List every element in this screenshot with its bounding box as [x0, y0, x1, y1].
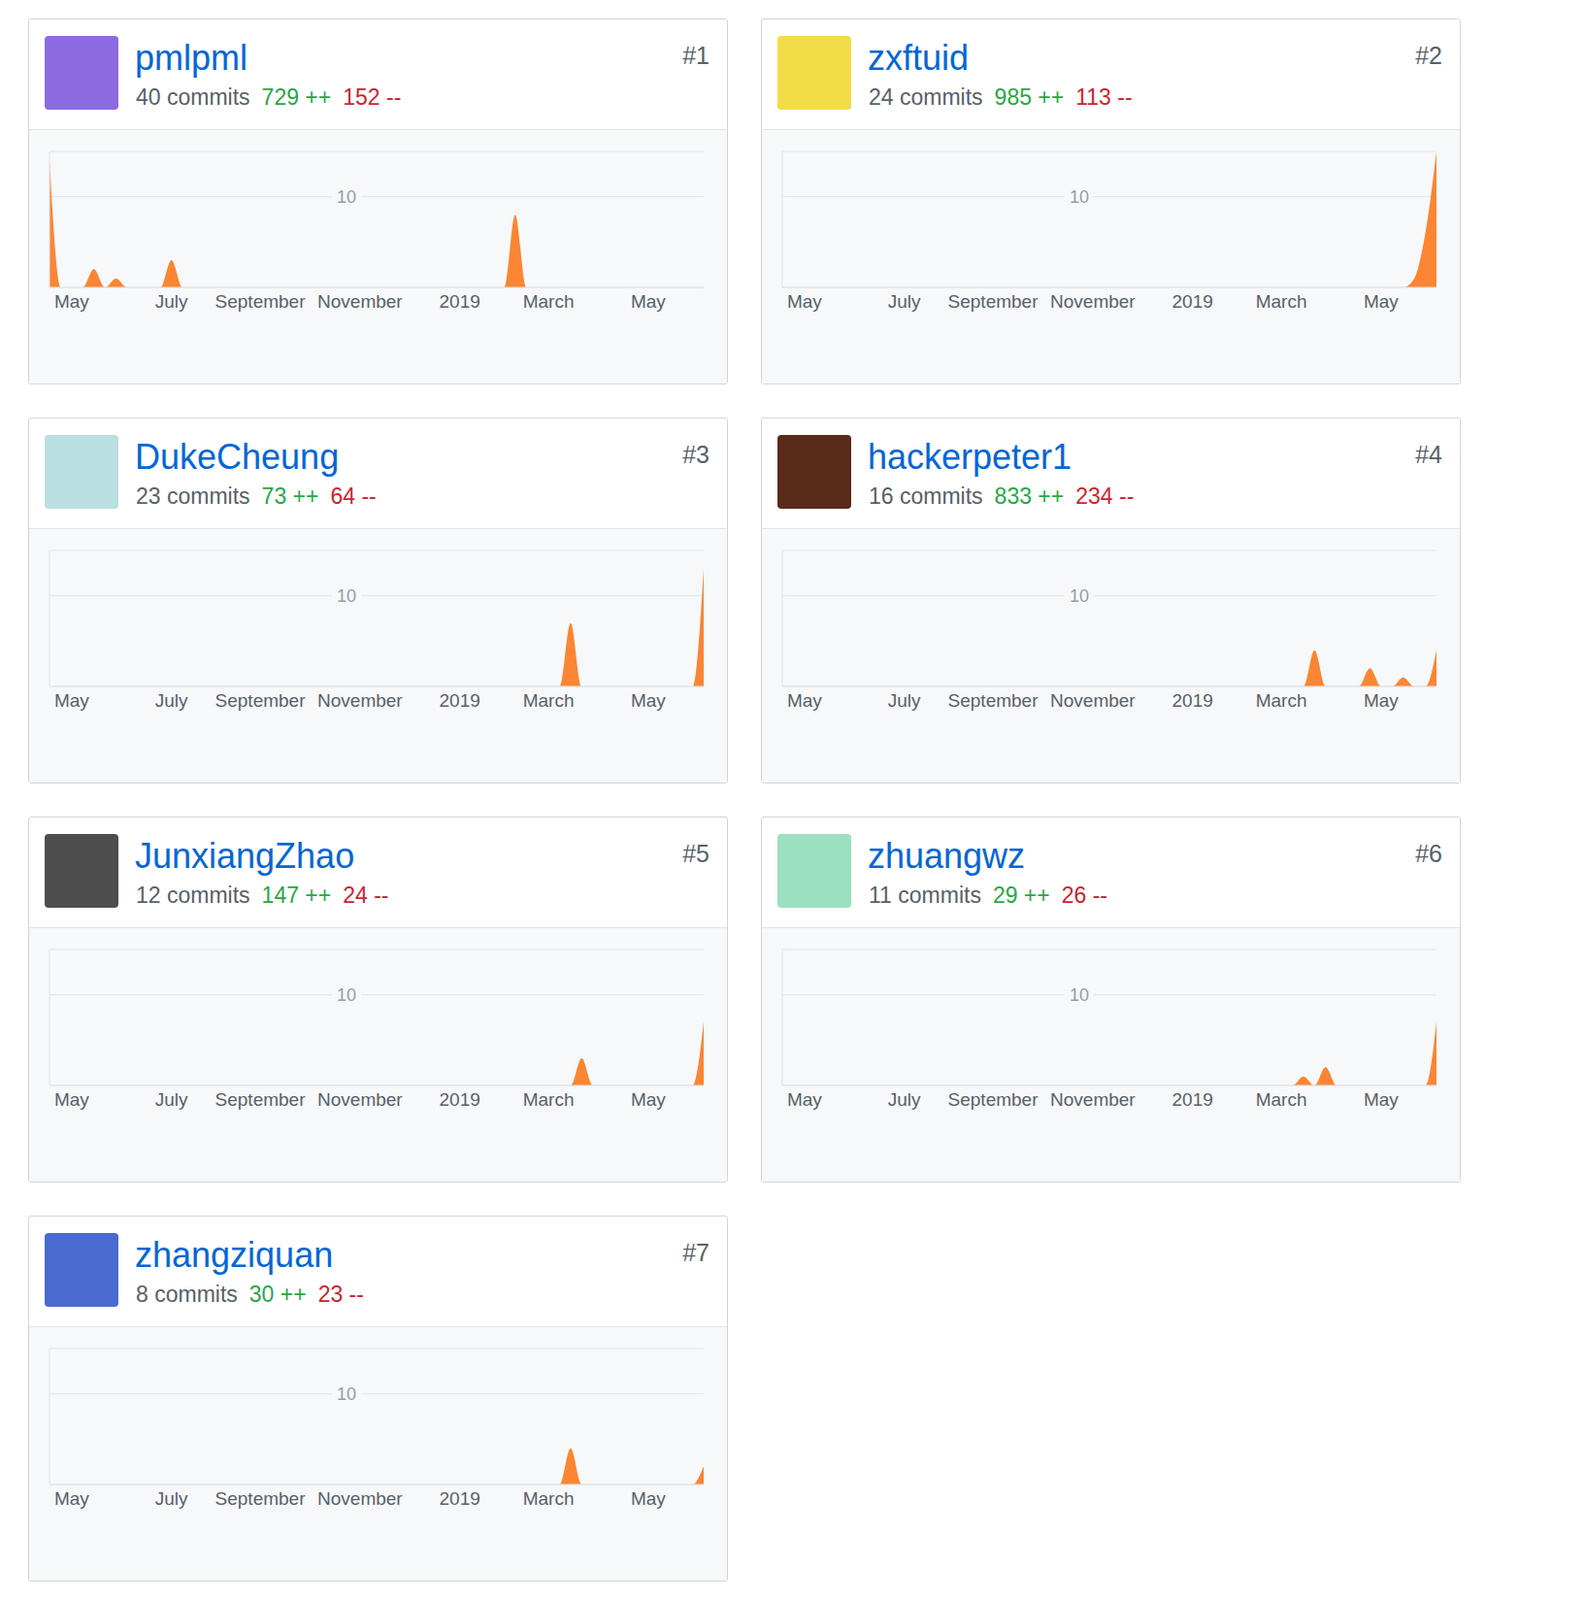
svg-text:November: November [317, 690, 403, 711]
html-text:833 ++: 833 ++ [994, 483, 1064, 509]
html-text:8 commits: 8 commits [135, 1281, 238, 1307]
svg-text:10: 10 [336, 187, 357, 207]
svg-text:March: March [1255, 690, 1308, 711]
svg-text:10: 10 [336, 985, 357, 1005]
svg-text:March: March [1255, 291, 1308, 312]
html-text:pmlpml: pmlpml [134, 37, 248, 78]
svg-text:September: September [215, 1487, 307, 1509]
svg-text:2019: 2019 [439, 1089, 481, 1110]
html-text:#4: #4 [1415, 440, 1443, 468]
svg-text:September: September [948, 1089, 1040, 1110]
html-text:113 --: 113 -- [1075, 84, 1133, 110]
svg-text:May: May [787, 1089, 823, 1110]
html-text:729 ++: 729 ++ [261, 84, 332, 110]
svg-text:May: May [54, 291, 90, 312]
svg-text:May: May [1363, 690, 1399, 711]
svg-text:May: May [1363, 291, 1399, 312]
svg-text:2019: 2019 [439, 690, 481, 711]
html-text:DukeCheung: DukeCheung [134, 436, 339, 477]
html-text:11 commits: 11 commits [868, 882, 982, 908]
svg-text:May: May [630, 690, 666, 711]
svg-text:May: May [787, 291, 823, 312]
svg-text:July: July [155, 291, 189, 312]
svg-text:September: September [215, 291, 307, 312]
svg-text:May: May [630, 1487, 666, 1509]
svg-text:March: March [1255, 1089, 1308, 1110]
svg-text:September: September [215, 690, 307, 711]
html-text:#5: #5 [682, 839, 710, 867]
html-text:zxftuid: zxftuid [867, 37, 969, 78]
svg-text:2019: 2019 [1172, 1089, 1214, 1110]
svg-text:May: May [54, 1487, 90, 1509]
html-text:12 commits: 12 commits [135, 882, 251, 908]
svg-text:November: November [1050, 690, 1136, 711]
svg-text:July: July [888, 690, 922, 711]
svg-text:2019: 2019 [439, 291, 481, 312]
html-text:23 commits: 23 commits [135, 483, 251, 509]
svg-text:2019: 2019 [1172, 690, 1214, 711]
html-text:26 --: 26 -- [1061, 882, 1108, 908]
html-text:#3: #3 [682, 440, 710, 468]
html-text:24 --: 24 -- [342, 882, 389, 908]
svg-text:2019: 2019 [439, 1487, 481, 1509]
svg-text:September: September [215, 1089, 307, 1110]
svg-text:May: May [1363, 1089, 1399, 1110]
svg-text:10: 10 [1069, 586, 1089, 606]
svg-text:November: November [317, 1487, 403, 1509]
svg-text:July: July [155, 1089, 189, 1110]
svg-text:November: November [317, 291, 403, 312]
html-text:29 ++: 29 ++ [992, 882, 1050, 908]
html-text:30 ++: 30 ++ [249, 1281, 307, 1307]
svg-text:May: May [54, 1089, 90, 1110]
svg-text:10: 10 [1069, 187, 1089, 207]
html-text:152 --: 152 -- [342, 84, 402, 110]
html-text:73 ++: 73 ++ [261, 483, 319, 509]
html-text:zhuangwz: zhuangwz [867, 835, 1026, 876]
html-text:JunxiangZhao: JunxiangZhao [134, 835, 355, 876]
html-text:40 commits: 40 commits [135, 84, 251, 110]
svg-text:2019: 2019 [1172, 291, 1214, 312]
html-text:zhangziquan: zhangziquan [134, 1234, 334, 1275]
svg-text:10: 10 [1069, 985, 1089, 1005]
svg-text:November: November [1050, 1089, 1136, 1110]
html-text:23 --: 23 -- [317, 1281, 364, 1307]
svg-text:March: March [523, 1089, 575, 1110]
svg-text:March: March [523, 690, 575, 711]
svg-text:May: May [630, 291, 666, 312]
svg-text:September: September [948, 690, 1040, 711]
html-text:24 commits: 24 commits [868, 84, 983, 110]
html-text:16 commits: 16 commits [868, 483, 983, 509]
svg-text:10: 10 [336, 1384, 357, 1404]
svg-text:July: July [155, 690, 189, 711]
svg-text:10: 10 [336, 586, 357, 606]
html-text:#2: #2 [1415, 41, 1443, 69]
html-text:234 --: 234 -- [1075, 483, 1134, 509]
html-text:985 ++: 985 ++ [994, 84, 1064, 110]
html-text:#1: #1 [682, 41, 710, 69]
html-text:64 --: 64 -- [330, 483, 377, 509]
svg-text:March: March [523, 291, 575, 312]
svg-text:July: July [888, 291, 922, 312]
svg-text:September: September [948, 291, 1040, 312]
html-text:147 ++: 147 ++ [261, 882, 332, 908]
svg-text:May: May [54, 690, 90, 711]
svg-text:May: May [787, 690, 823, 711]
html-text:#7: #7 [682, 1238, 710, 1266]
svg-text:November: November [1050, 291, 1136, 312]
svg-text:July: July [155, 1487, 189, 1509]
svg-text:November: November [317, 1089, 403, 1110]
svg-text:July: July [888, 1089, 922, 1110]
html-text:hackerpeter1: hackerpeter1 [867, 436, 1072, 477]
svg-text:March: March [523, 1487, 575, 1509]
svg-text:May: May [630, 1089, 666, 1110]
html-text:#6: #6 [1415, 839, 1443, 867]
